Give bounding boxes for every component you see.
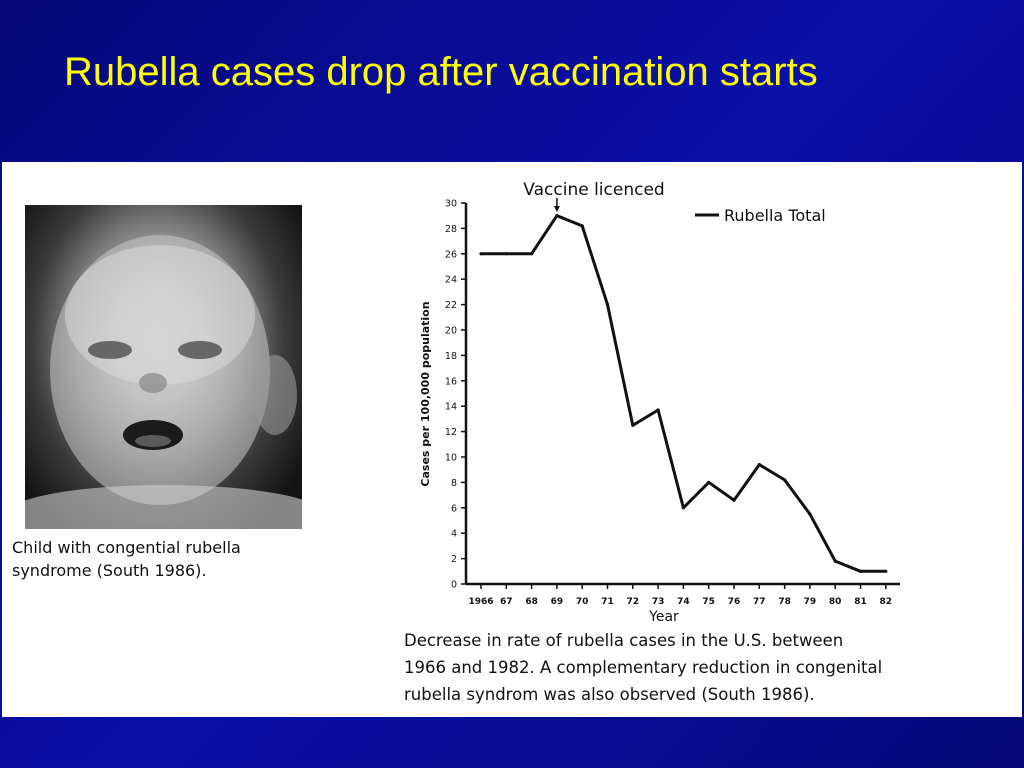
data-point — [504, 252, 508, 256]
y-tick-label: 10 — [445, 453, 457, 464]
x-tick-label: 81 — [854, 597, 867, 607]
data-point — [530, 252, 534, 256]
y-tick-label: 20 — [445, 326, 457, 337]
y-tick-label: 6 — [451, 503, 457, 514]
slide-title: Rubella cases drop after vaccination sta… — [64, 50, 818, 94]
photo-caption: Child with congential rubella syndrome (… — [12, 536, 342, 582]
chart-caption-line: 1966 and 1982. A complementary reduction… — [404, 658, 883, 677]
child-photo — [25, 205, 302, 529]
x-tick-label: 77 — [753, 597, 766, 607]
rubella-total-line — [481, 214, 886, 573]
data-point — [580, 224, 584, 228]
y-axis-label: Cases per 100,000 population — [419, 301, 432, 486]
x-tick-label: 76 — [728, 597, 741, 607]
x-tick-label: 74 — [677, 597, 690, 607]
x-tick-label: 79 — [804, 597, 817, 607]
x-tick-label: 71 — [601, 597, 614, 607]
x-tick-label: 80 — [829, 597, 842, 607]
data-point — [858, 569, 863, 573]
data-point — [555, 214, 559, 218]
y-tick-label: 24 — [445, 275, 457, 286]
legend: Rubella Total — [695, 206, 826, 225]
data-point — [757, 463, 761, 467]
vaccine-annotation: Vaccine licenced — [523, 180, 665, 212]
y-tick-label: 30 — [445, 199, 457, 210]
legend-label: Rubella Total — [724, 206, 826, 225]
data-point — [631, 423, 635, 427]
x-tick-label: 1966 — [468, 597, 493, 607]
data-point — [732, 498, 736, 502]
annotation-text: Vaccine licenced — [523, 180, 664, 200]
y-tick-label: 2 — [451, 554, 457, 565]
y-tick-label: 14 — [445, 402, 457, 413]
y-tick-label: 8 — [451, 478, 457, 489]
x-tick-label: 67 — [500, 597, 513, 607]
content-panel: Child with congential rubella syndrome (… — [2, 162, 1022, 717]
y-tick-label: 16 — [445, 376, 457, 387]
data-point — [808, 512, 812, 516]
y-tick-label: 26 — [445, 249, 457, 260]
chart-caption: Decrease in rate of rubella cases in the… — [404, 627, 1019, 708]
y-tick-label: 4 — [451, 529, 457, 540]
data-point — [681, 506, 686, 510]
chart-caption-line: Decrease in rate of rubella cases in the… — [404, 631, 844, 650]
y-tick-label: 12 — [445, 427, 457, 438]
x-tick-label: 73 — [652, 597, 665, 607]
photo-caption-line: syndrome (South 1986). — [12, 561, 207, 580]
x-tick-label: 68 — [525, 597, 538, 607]
data-point — [707, 480, 711, 484]
x-tick-label: 75 — [702, 597, 715, 607]
x-tick-label: 70 — [576, 597, 589, 607]
chart-caption-line: rubella syndrom was also observed (South… — [404, 685, 815, 704]
y-tick-label: 22 — [445, 300, 457, 311]
y-tick-label: 0 — [451, 580, 457, 591]
data-point — [833, 559, 837, 563]
data-point — [605, 303, 610, 307]
x-tick-label: 72 — [627, 597, 640, 607]
data-point — [783, 478, 787, 482]
photo-caption-line: Child with congential rubella — [12, 538, 241, 557]
x-tick-label: 82 — [880, 597, 893, 607]
annotation-arrowhead — [553, 206, 560, 212]
y-tick-label: 18 — [445, 351, 457, 362]
data-point — [656, 408, 660, 412]
data-point — [479, 252, 483, 256]
x-tick-label: 78 — [778, 597, 791, 607]
x-axis-label: Year — [648, 609, 679, 625]
x-tick-label: 69 — [551, 597, 564, 607]
data-point — [884, 569, 888, 573]
y-tick-label: 28 — [445, 224, 457, 235]
